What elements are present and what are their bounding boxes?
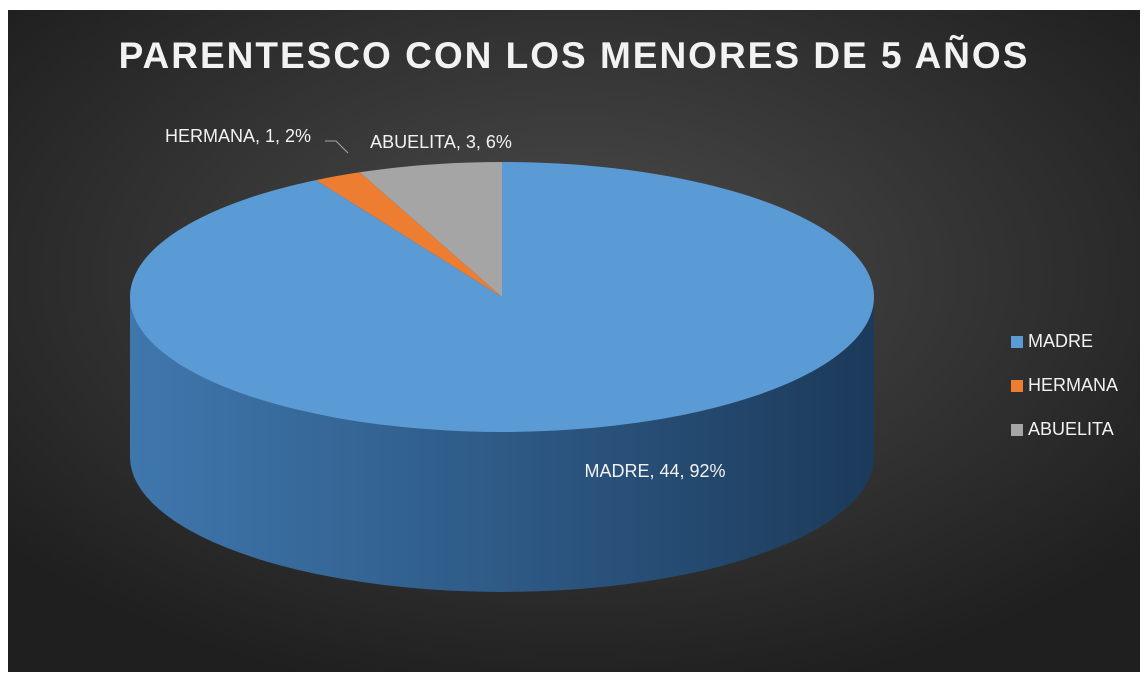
data-label: MADRE, 44, 92%	[584, 461, 725, 481]
legend-swatch	[1011, 424, 1023, 436]
data-label: HERMANA, 1, 2%	[165, 126, 311, 146]
pie-slice	[316, 172, 502, 297]
legend-label: HERMANA	[1028, 375, 1118, 395]
legend-label: ABUELITA	[1028, 419, 1114, 439]
pie-side	[130, 297, 874, 592]
legend-swatch	[1011, 336, 1023, 348]
pie: MADRE, 44, 92% HERMANA, 1, 2% ABUELITA, 3,…	[129, 126, 875, 592]
data-label: ABUELITA, 3, 6%	[370, 132, 512, 152]
legend-swatch	[1011, 380, 1023, 392]
legend: MADRE HERMANA ABUELITA	[1011, 331, 1118, 439]
legend-label: MADRE	[1028, 331, 1093, 351]
chart-title: PARENTESCO CON LOS MENORES DE 5 AÑOS	[119, 34, 1030, 76]
pie-slice	[359, 162, 502, 297]
leader-line	[325, 140, 349, 154]
